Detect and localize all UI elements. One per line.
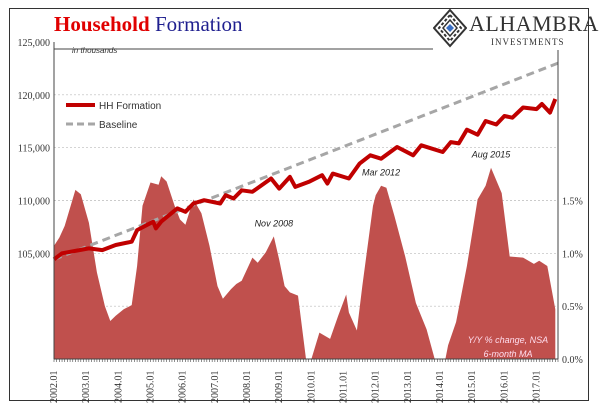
area-label-line2: 6-month MA	[483, 349, 532, 359]
logo-sub: INVESTMENTS	[491, 37, 565, 47]
x-tick-label: 2002.01	[49, 371, 60, 404]
x-tick-label: 2008.01	[242, 371, 253, 404]
y-right-tick-label: 1.5%	[562, 197, 583, 208]
y-left-tick-label: 115,000	[18, 144, 50, 155]
x-tick-label: 2009.01	[274, 371, 285, 404]
legend-label-hh: HH Formation	[99, 101, 161, 112]
x-tick-label: 2006.01	[178, 371, 189, 404]
legend-label-baseline: Baseline	[99, 120, 138, 131]
y-right-tick-label: 0.0%	[562, 355, 583, 366]
title-formation: Formation	[154, 12, 243, 36]
peak-annotation: Aug 2015	[471, 150, 512, 160]
x-tick-label: 2013.01	[403, 371, 414, 404]
x-tick-label: 2015.01	[467, 371, 478, 404]
chart-frame	[9, 8, 589, 401]
y-left-tick-label: 105,000	[18, 249, 51, 260]
y-left-tick-label: 120,000	[18, 91, 51, 102]
logo-name: ALHAMBRA	[469, 11, 599, 36]
x-tick-label: 2016.01	[499, 371, 510, 404]
x-tick-label: 2017.01	[532, 371, 543, 404]
y-left-tick-label: 110,000	[18, 197, 50, 208]
x-tick-label: 2011.01	[339, 371, 350, 403]
pct-change-area	[54, 167, 556, 359]
x-tick-label: 2004.01	[113, 371, 124, 404]
y-left-tick-label: 125,000	[18, 38, 51, 49]
x-tick-label: 2014.01	[435, 371, 446, 404]
x-tick-label: 2007.01	[210, 371, 221, 404]
diamond-logo-icon	[432, 8, 468, 48]
y-right-tick-label: 0.5%	[562, 302, 583, 313]
chart-title: Household Formation	[54, 12, 242, 37]
area-label-line1: Y/Y % change, NSA	[468, 335, 548, 345]
peak-annotation: Nov 2008	[255, 218, 294, 228]
unit-note: in thousands	[72, 46, 117, 55]
peak-annotation: Mar 2012	[362, 168, 400, 178]
x-tick-label: 2012.01	[371, 371, 382, 404]
alhambra-logo: ALHAMBRA INVESTMENTS	[432, 8, 598, 52]
title-household: Household	[54, 12, 150, 36]
hh-formation-line	[52, 98, 558, 261]
x-tick-label: 2010.01	[306, 371, 317, 404]
y-right-tick-label: 1.0%	[562, 249, 583, 260]
x-tick-label: 2003.01	[81, 371, 92, 404]
x-tick-label: 2005.01	[146, 371, 157, 404]
